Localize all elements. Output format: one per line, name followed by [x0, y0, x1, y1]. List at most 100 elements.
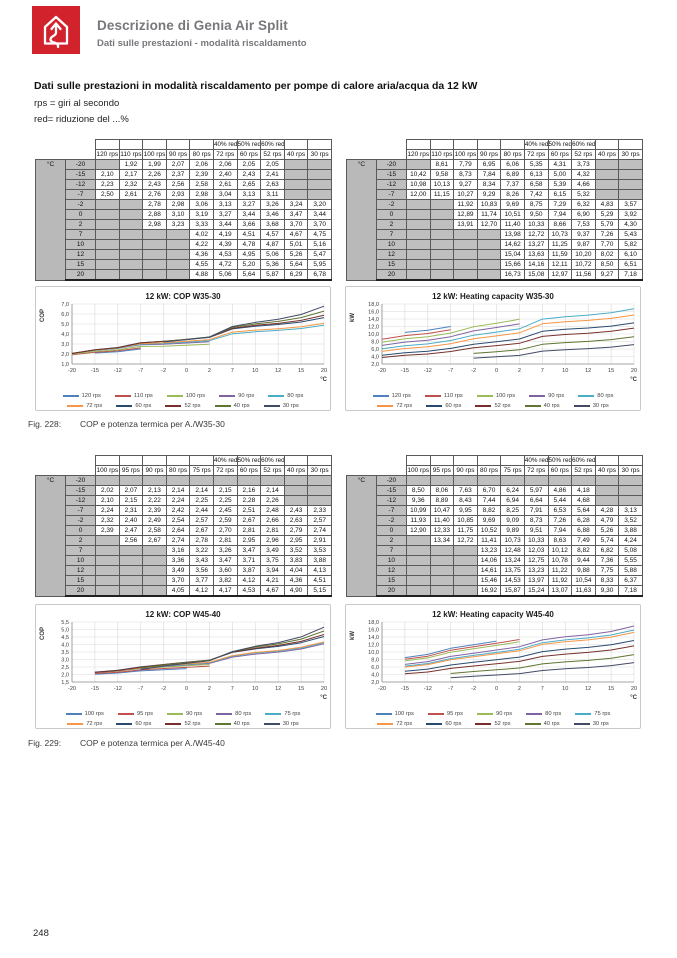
- y-tick-label: 18,0: [368, 620, 379, 626]
- reduction-header-cell: [283, 455, 309, 466]
- y-tick-label: 14,0: [368, 317, 379, 323]
- x-tick-label: 15: [298, 686, 304, 692]
- y-tick-label: 3,0: [61, 342, 69, 348]
- x-tick-label: -7: [448, 686, 453, 692]
- x-tick-label: 7: [541, 368, 544, 374]
- value-cell: 9,50: [523, 209, 549, 220]
- value-cell: [594, 169, 620, 180]
- rps-header-cell: 52 rps: [260, 465, 285, 476]
- value-cell: 3,13: [618, 505, 643, 516]
- value-cell: 7,42: [523, 189, 549, 200]
- legend-row: 72 rps 60 rps 52 rps 40 rps 30 rps: [36, 401, 330, 411]
- legend-item: 75 rps: [575, 709, 610, 719]
- table-row: 20 4,05 4,12 4,17 4,53 4,67 4,90 5,15: [36, 585, 332, 597]
- value-cell: [453, 545, 478, 556]
- temperature-cell: 15: [375, 575, 407, 586]
- legend-label: 60 rps: [135, 403, 152, 409]
- legend-line-swatch: [372, 395, 389, 397]
- legend-label: 30 rps: [282, 403, 299, 409]
- value-cell: [165, 259, 191, 270]
- x-tick-label: -2: [161, 368, 166, 374]
- table-row: -15 2,02 2,07 2,13 2,14 2,14 2,15 2,16 2,14: [36, 485, 332, 496]
- value-cell: 5,87: [260, 269, 285, 281]
- table-row: -7 10,99 10,47 9,95 8,82 8,25 7,91 6,53 5,64 4,28…: [346, 505, 643, 516]
- chart-canvas: 12 kW: Heating capacity W35-30 kW 2,04,0 6,…: [350, 292, 638, 383]
- value-cell: [95, 209, 120, 220]
- value-cell: 8,50: [594, 259, 620, 270]
- reduction-header-cell: 60% red: [571, 455, 596, 466]
- value-cell: [571, 475, 596, 486]
- value-cell: 5,55: [618, 555, 643, 566]
- value-cell: [142, 555, 167, 566]
- legend-line-swatch: [216, 713, 233, 715]
- y-tick-label: 3,0: [61, 658, 69, 664]
- legend-item: 60 rps: [116, 719, 151, 729]
- value-cell: 7,49: [571, 535, 596, 546]
- value-cell: 2,07: [118, 485, 144, 496]
- value-cell: [95, 249, 120, 260]
- value-cell: 2,14: [165, 485, 191, 496]
- value-cell: 4,12: [189, 585, 214, 597]
- rps-header-cell: 110 rps: [429, 149, 455, 160]
- chart-box-heating-capacity-w35-30: 12 kW: Heating capacity W35-30 kW 2,0 4,0 6,…: [345, 286, 641, 411]
- legend-item: 60 rps: [116, 401, 151, 411]
- table-row: -2 11,92 10,83 9,69 8,75 7,29 6,32 4,83 3,57: [346, 199, 643, 210]
- y-tick-label: 6,0: [371, 665, 379, 671]
- value-cell: 2,43: [142, 179, 167, 190]
- value-cell: [212, 475, 238, 486]
- temperature-cell: -12: [375, 495, 407, 506]
- value-cell: 3,26: [212, 545, 238, 556]
- value-cell: 4,51: [236, 229, 262, 240]
- value-cell: 2,13: [142, 485, 167, 496]
- legend-item: 95 rps: [117, 709, 153, 719]
- legend-label: 30 rps: [592, 403, 609, 409]
- value-cell: [283, 189, 309, 200]
- value-cell: 13,27: [523, 239, 549, 250]
- legend-label: 60 rps: [445, 721, 462, 727]
- value-cell: 8,82: [571, 545, 596, 556]
- value-cell: 9,30: [594, 585, 620, 597]
- value-cell: 8,02: [594, 249, 620, 260]
- legend-line-swatch: [377, 723, 394, 725]
- legend-line-swatch: [166, 395, 183, 397]
- value-cell: [95, 159, 120, 170]
- table-row: -12 9,36 8,89 8,43 7,44 6,94 6,64 5,44 4,68: [346, 495, 643, 506]
- caption-text: COP e potenza termica per A./W35-30: [80, 419, 225, 429]
- value-cell: [429, 219, 455, 230]
- table-header-row: 40% red 50% red 60% red: [36, 455, 332, 466]
- value-cell: 8,75: [523, 199, 549, 210]
- value-cell: 12,89: [453, 209, 478, 220]
- value-cell: 5,64: [236, 269, 262, 281]
- legend-item: 120 rps: [372, 391, 411, 401]
- value-cell: 4,55: [189, 259, 214, 270]
- tables-row-w45-40: 40% red 50% red 60% red 100 rps 95 rps 90 rps…: [35, 455, 677, 597]
- value-cell: 5,06: [260, 249, 285, 260]
- table-header-row: 40% red 50% red 60% red: [346, 139, 643, 150]
- temperature-cell: 10: [375, 239, 407, 250]
- value-cell: 2,22: [142, 495, 167, 506]
- legend-row: 72 rps 60 rps 52 rps 40 rps 30 rps: [346, 401, 640, 411]
- value-cell: 7,91: [523, 505, 549, 516]
- value-cell: 5,44: [547, 495, 573, 506]
- legend-item: 72 rps: [67, 719, 102, 729]
- value-cell: 2,24: [95, 505, 120, 516]
- table-row: 7 13,98 12,72 10,73 9,37 7,26 5,43: [346, 229, 643, 240]
- value-cell: 4,79: [594, 515, 620, 526]
- series-line-95-rps: [94, 665, 210, 674]
- legend-label: 60 rps: [135, 721, 152, 727]
- legend-line-swatch: [214, 723, 231, 725]
- page-number: 248: [33, 928, 49, 939]
- unit-cell: °C: [35, 159, 66, 281]
- value-cell: 9,36: [405, 495, 431, 506]
- reduction-header-cell: 50% red: [236, 139, 262, 150]
- reduction-header-cell: [429, 455, 455, 466]
- value-cell: 7,75: [594, 565, 620, 576]
- value-cell: 6,37: [618, 575, 643, 586]
- legend-item: 52 rps: [475, 719, 511, 729]
- value-cell: 10,83: [476, 199, 502, 210]
- rps-header-cell: 72 rps: [523, 149, 549, 160]
- house-arrow-icon: [43, 15, 69, 49]
- value-cell: 7,70: [594, 239, 620, 250]
- legend-note-red: red= riduzione del ...%: [34, 114, 129, 125]
- table-row: 20 16,73 15,08 12,97 11,56 9,27 7,18: [346, 269, 643, 281]
